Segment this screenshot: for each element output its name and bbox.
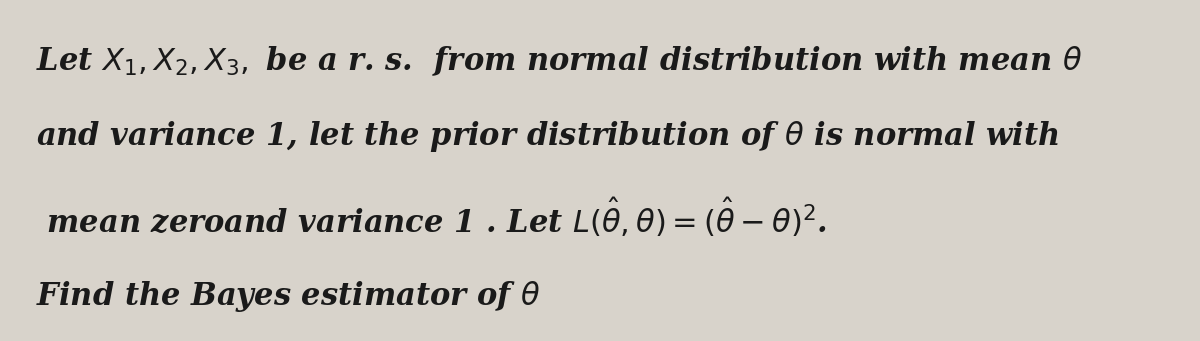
Text: Find the Bayes estimator of $\theta$: Find the Bayes estimator of $\theta$: [36, 279, 540, 314]
Text: Let $X_1, X_2, X_3,$ be a r. s.  from normal distribution with mean $\theta$: Let $X_1, X_2, X_3,$ be a r. s. from nor…: [36, 45, 1082, 78]
Text: mean zeroand variance 1 . Let $L(\hat{\theta}, \theta) = (\hat{\theta} - \theta): mean zeroand variance 1 . Let $L(\hat{\t…: [36, 196, 827, 240]
Text: and variance 1, let the prior distribution of $\theta$ is normal with: and variance 1, let the prior distributi…: [36, 119, 1060, 154]
